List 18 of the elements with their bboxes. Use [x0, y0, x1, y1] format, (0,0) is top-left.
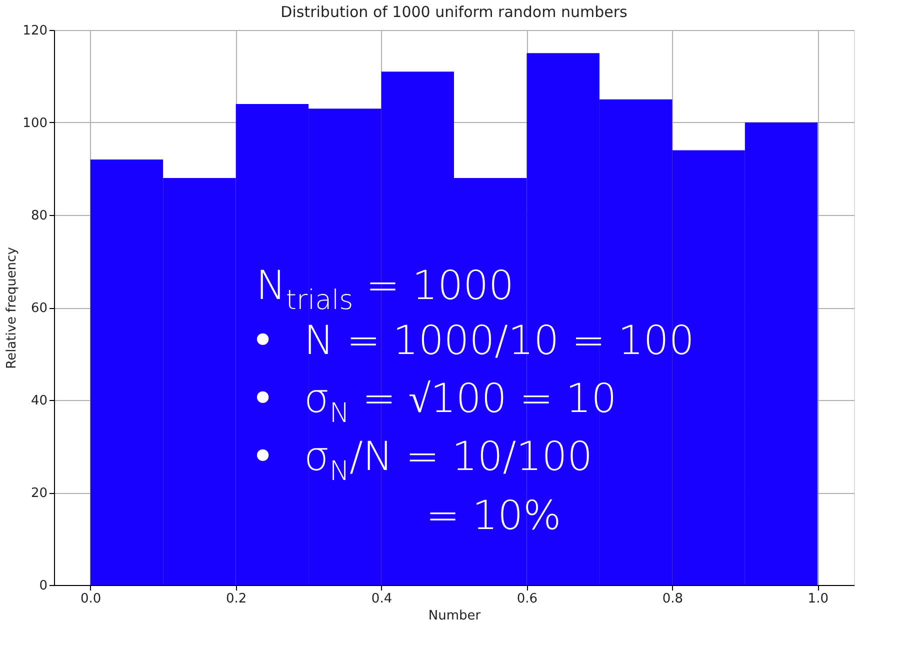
annotation: • N = 1000/10 = 100 — [251, 318, 694, 364]
x-tick-label: 0.6 — [516, 592, 538, 606]
annotation: = 10% — [426, 493, 562, 539]
x-tick-label: 0.8 — [662, 592, 684, 606]
y-tick-label: 100 — [22, 116, 48, 131]
y-tick-label: 120 — [22, 24, 48, 38]
y-tick-label: 20 — [30, 486, 48, 501]
x-tick-label: 1.0 — [808, 592, 828, 606]
x-tick-label: 0.4 — [371, 592, 392, 606]
y-axis-title: Relative frequency — [4, 246, 20, 369]
y-tick-label: 60 — [30, 301, 48, 316]
y-tick-label: 40 — [30, 394, 48, 408]
x-axis-title: Number — [428, 608, 482, 624]
y-tick-label: 80 — [30, 208, 48, 224]
y-tick-label: 0 — [39, 578, 48, 594]
x-tick-label: 0.2 — [226, 592, 247, 606]
x-tick-label: 0.0 — [80, 592, 102, 606]
chart-title: Distribution of 1000 uniform random numbers — [280, 3, 628, 21]
